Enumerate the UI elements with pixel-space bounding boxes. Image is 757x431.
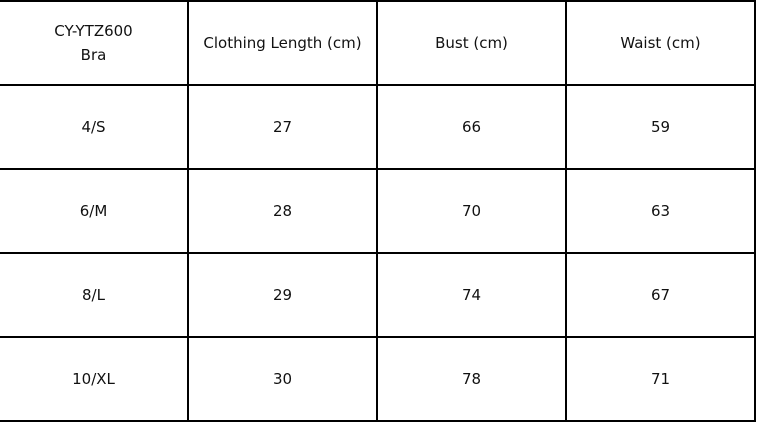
size-cell: 6/M — [0, 168, 189, 254]
bust-cell: 70 — [376, 168, 567, 254]
header-waist: Waist (cm) — [565, 0, 756, 86]
table-row: 6/M 28 70 63 — [0, 168, 756, 254]
size-cell: 10/XL — [0, 336, 189, 422]
bust-cell: 66 — [376, 84, 567, 170]
clothing-length-cell: 27 — [187, 84, 378, 170]
clothing-length-cell: 28 — [187, 168, 378, 254]
size-cell: 4/S — [0, 84, 189, 170]
product-name: Bra — [80, 46, 107, 64]
header-bust: Bust (cm) — [376, 0, 567, 86]
header-model-cell: CY-YTZ600 Bra — [0, 0, 189, 86]
table-row: 10/XL 30 78 71 — [0, 336, 756, 422]
header-clothing-length: Clothing Length (cm) — [187, 0, 378, 86]
table-row: 8/L 29 74 67 — [0, 252, 756, 338]
bust-cell: 74 — [376, 252, 567, 338]
clothing-length-cell: 30 — [187, 336, 378, 422]
size-chart-table: CY-YTZ600 Bra Clothing Length (cm) Bust … — [0, 0, 756, 422]
table-row: 4/S 27 66 59 — [0, 84, 756, 170]
waist-cell: 63 — [565, 168, 756, 254]
clothing-length-cell: 29 — [187, 252, 378, 338]
waist-cell: 71 — [565, 336, 756, 422]
bust-cell: 78 — [376, 336, 567, 422]
waist-cell: 67 — [565, 252, 756, 338]
waist-cell: 59 — [565, 84, 756, 170]
model-name: CY-YTZ600 — [54, 22, 133, 40]
header-row: CY-YTZ600 Bra Clothing Length (cm) Bust … — [0, 0, 756, 86]
size-cell: 8/L — [0, 252, 189, 338]
